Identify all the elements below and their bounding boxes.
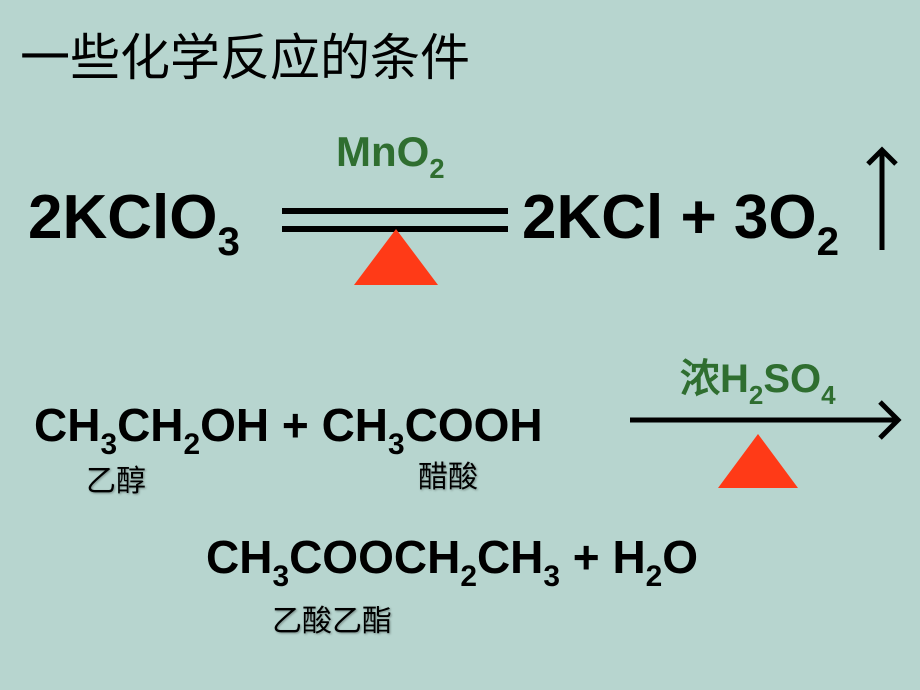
eq1-gas-arrow-icon — [863, 136, 901, 264]
slide-title: 一些化学反应的条件 — [20, 18, 470, 90]
eq1-right: 2KCl + 3O2 — [522, 182, 839, 261]
eq1-left: 2KClO3 — [28, 182, 240, 261]
eq1-heat-triangle-icon — [354, 229, 438, 285]
eq1-catalyst: MnO2 — [336, 128, 445, 182]
label-ethyl-acetate: 乙酸乙酯 — [272, 596, 392, 640]
eq2-heat-triangle-icon — [718, 434, 798, 488]
eq2-products: CH3COOCH2CH3 + H2O — [206, 530, 698, 591]
eq2-reactants: CH3CH2OH + CH3COOH — [34, 398, 543, 459]
slide-root: 一些化学反应的条件 2KClO3 MnO2 2KCl + 3O2 CH3CH2O… — [0, 0, 920, 690]
label-acetic-acid: 醋酸 — [418, 452, 478, 496]
label-ethanol: 乙醇 — [86, 456, 146, 500]
